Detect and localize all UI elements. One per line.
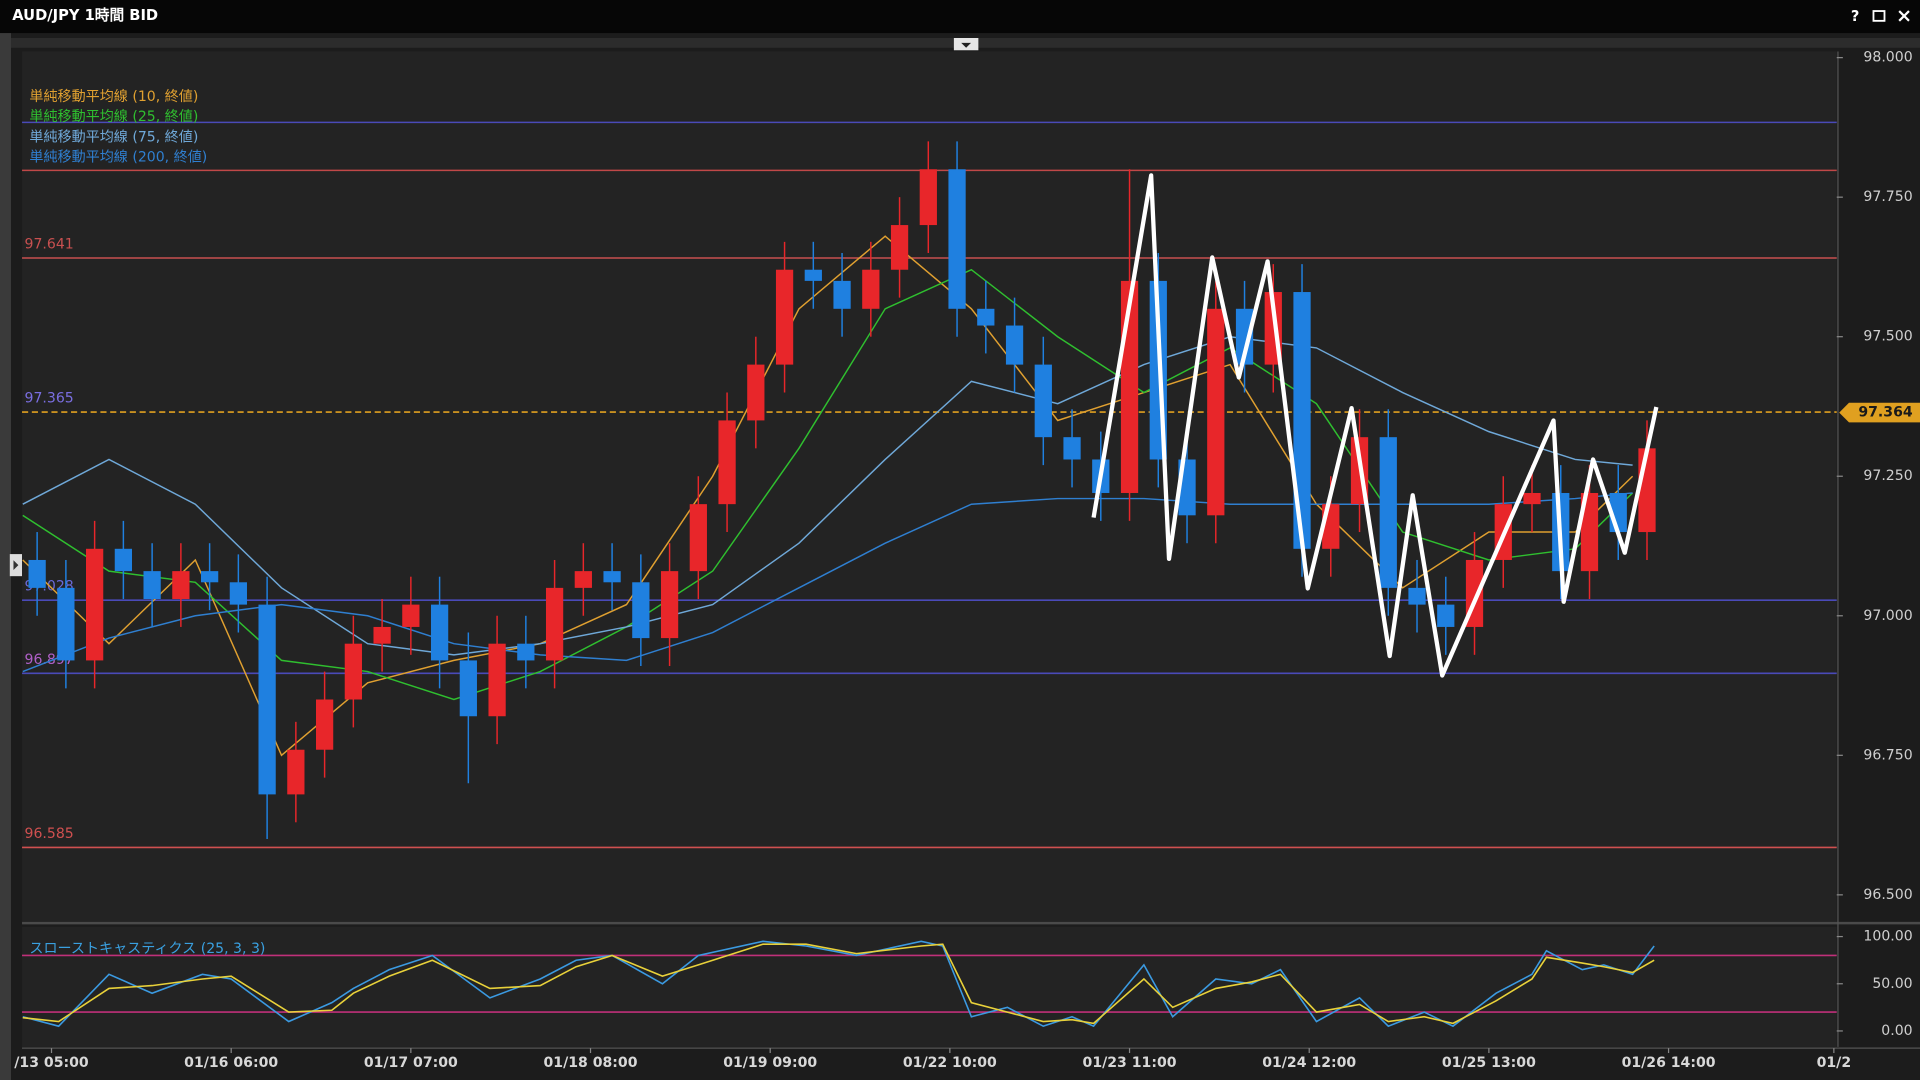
candle-body (632, 582, 650, 639)
candle-body (775, 269, 794, 365)
side-strip (0, 33, 12, 1080)
level-label: 96.585 (24, 826, 73, 842)
x-tick-label: 01/2 (1817, 1055, 1852, 1071)
stoch-y-tick-label: 100.00 (1863, 929, 1912, 945)
candle-body (1379, 437, 1397, 588)
stoch-line (22, 943, 1655, 1025)
level-label: 97.365 (24, 391, 73, 407)
candle-body (315, 699, 334, 750)
y-tick-label: 97.000 (1863, 608, 1912, 624)
candle-body (143, 571, 161, 600)
candle-body (919, 169, 937, 226)
candle-body (28, 559, 46, 588)
candle-body (488, 643, 506, 717)
candle-body (1034, 364, 1052, 438)
candle-body (344, 643, 362, 700)
window-title: AUD/JPY 1時間 BID (12, 6, 158, 24)
side-toggle-arrow (13, 560, 19, 571)
stoch-y-tick-label: 0.00 (1881, 1023, 1912, 1039)
candle-body (229, 582, 247, 605)
candle-body (57, 587, 75, 661)
candle-body (1437, 604, 1455, 627)
legend-entry: 単純移動平均線 (75, 終値) (29, 129, 198, 145)
candle-body (459, 660, 477, 717)
x-tick-label: 01/19 09:00 (723, 1055, 817, 1071)
x-tick-label: 01/22 10:00 (903, 1055, 997, 1071)
candle-body (890, 225, 909, 270)
legend-entry: 単純移動平均線 (25, 終値) (29, 109, 198, 125)
current-price-tag (1839, 402, 1920, 423)
candle-body (660, 571, 679, 639)
candle-body (1235, 308, 1254, 365)
candle-body (373, 626, 391, 644)
x-tick-label: 01/16 06:00 (184, 1055, 278, 1071)
x-tick-label: 01/23 11:00 (1083, 1055, 1177, 1071)
candle-body (200, 571, 219, 583)
stochastic-panel: スローストキャスティクス (25, 3, 3) (22, 940, 1837, 1028)
candle-body (1580, 492, 1599, 572)
candle-body (603, 571, 621, 583)
stoch-y-tick-label: 50.00 (1872, 976, 1912, 992)
candle-body (430, 604, 449, 661)
stoch-line (22, 940, 1655, 1028)
candle-body (114, 548, 133, 572)
candle-body (1063, 437, 1081, 460)
candle-body (833, 280, 851, 309)
x-tick-label: /13 05:00 (14, 1055, 89, 1071)
x-tick-label: 01/25 13:00 (1442, 1055, 1536, 1071)
candle-body (1293, 292, 1311, 549)
maximize-button[interactable] (1872, 10, 1886, 22)
dropdown-arrow (961, 42, 972, 48)
candle-body (1638, 448, 1656, 533)
candle-body (545, 587, 564, 661)
candle-body (86, 548, 104, 661)
y-tick-label: 98.000 (1863, 50, 1912, 66)
y-tick-label: 97.750 (1863, 189, 1912, 205)
candle-body (977, 308, 995, 326)
zigzag-line (1091, 173, 1659, 678)
candle-body (1408, 587, 1426, 605)
candle-body (862, 269, 880, 309)
candle-body (804, 269, 822, 281)
x-tick-label: 01/17 07:00 (364, 1055, 458, 1071)
level-label: 97.641 (24, 237, 73, 253)
candle-body (747, 364, 765, 421)
candle-body (287, 749, 305, 795)
candle-body (689, 504, 707, 572)
candle-body (574, 571, 592, 588)
candle-body (718, 420, 736, 505)
title-bar (0, 0, 1920, 34)
stoch-title: スローストキャスティクス (25, 3, 3) (29, 941, 265, 957)
candle-body (517, 643, 535, 661)
moving-average-line (22, 335, 1633, 656)
candle-body (1523, 492, 1541, 505)
candle-body (1207, 308, 1225, 516)
y-tick-label: 96.500 (1863, 887, 1912, 903)
current-price-label: 97.364 (1858, 405, 1912, 421)
close-button[interactable] (1898, 10, 1910, 22)
legend-entry: 単純移動平均線 (200, 終値) (29, 150, 207, 166)
x-tick-label: 01/18 08:00 (544, 1055, 638, 1071)
candle-body (258, 604, 276, 795)
y-tick-label: 97.500 (1863, 329, 1912, 345)
axes: 96.500 96.750 97.000 97.250 97.500 97.750 98.0… (14, 50, 1920, 1071)
candle-body (948, 169, 966, 309)
legend-entry: 単純移動平均線 (10, 終値) (29, 89, 198, 105)
y-tick-label: 97.250 (1863, 468, 1912, 484)
stoch-plot-bg (22, 926, 1837, 1047)
candle-body (402, 604, 420, 627)
y-tick-label: 96.750 (1863, 747, 1912, 763)
candle-body (172, 571, 190, 600)
x-tick-label: 01/24 12:00 (1262, 1055, 1356, 1071)
x-tick-label: 01/26 14:00 (1622, 1055, 1716, 1071)
help-button[interactable]: ? (1851, 8, 1860, 25)
candle-body (1005, 325, 1024, 365)
